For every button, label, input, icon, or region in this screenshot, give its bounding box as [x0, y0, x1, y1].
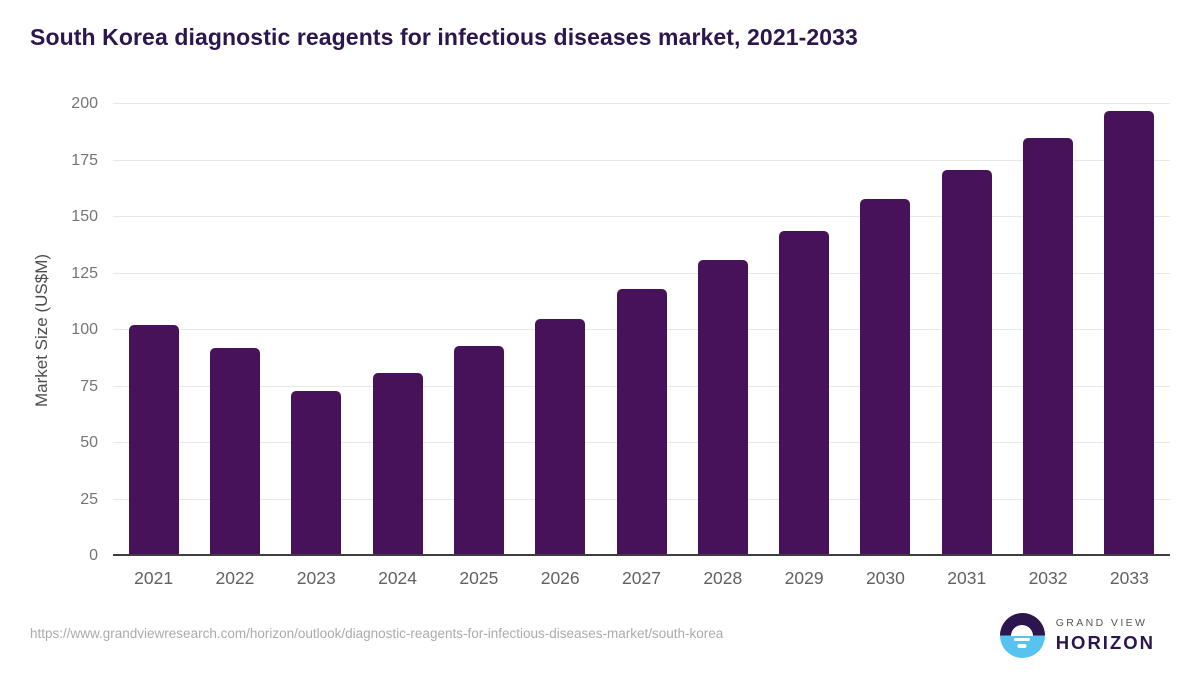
y-tick-label: 200 — [71, 95, 98, 112]
y-tick-label: 150 — [71, 208, 98, 225]
x-tick-label: 2030 — [865, 568, 905, 588]
plot-area — [113, 103, 1170, 556]
bar-2023[interactable] — [291, 391, 342, 556]
grand-view-horizon-logo-icon — [999, 613, 1045, 658]
bar-2026[interactable] — [535, 318, 586, 556]
sun-icon — [1011, 624, 1034, 636]
y-tick-label: 175 — [71, 151, 98, 169]
x-axis-line — [113, 554, 1170, 556]
bar-2025[interactable] — [453, 345, 504, 556]
brand-logo: GRAND VIEW HORIZON — [999, 613, 1155, 658]
bar-2021[interactable] — [128, 325, 179, 556]
x-tick-label: 2033 — [1109, 568, 1149, 588]
gridline — [113, 159, 1170, 161]
x-tick-label: 2024 — [378, 568, 418, 588]
y-axis-tick-labels: 0 25 50 75 100 125 150 175 200 — [0, 96, 98, 564]
bar-2024[interactable] — [372, 372, 423, 556]
gridline — [113, 216, 1170, 217]
x-tick-label: 2031 — [947, 568, 987, 588]
x-tick-label: 2023 — [296, 568, 336, 588]
chart-title: South Korea diagnostic reagents for infe… — [30, 24, 858, 50]
bar-2032[interactable] — [1023, 137, 1074, 556]
brand-name-bottom: HORIZON — [1055, 632, 1155, 653]
gridline — [113, 103, 1170, 104]
bar-2027[interactable] — [616, 289, 667, 556]
sun-reflection-icon — [1017, 644, 1027, 648]
x-tick-label: 2032 — [1028, 568, 1068, 588]
bar-2031[interactable] — [941, 169, 992, 556]
sun-reflection-icon — [1014, 637, 1031, 642]
x-tick-label: 2028 — [703, 568, 743, 588]
x-tick-label: 2022 — [215, 568, 255, 588]
x-tick-label: 2025 — [459, 568, 499, 588]
bar-2022[interactable] — [209, 348, 260, 556]
brand-text: GRAND VIEW HORIZON — [1056, 617, 1155, 654]
x-tick-label: 2026 — [540, 568, 580, 588]
bar-2029[interactable] — [779, 230, 830, 556]
y-tick-label: 125 — [71, 264, 98, 282]
x-axis-tick-labels: 2021 2022 2023 2024 2025 2026 2027 2028 2029 2030… — [113, 568, 1170, 594]
y-tick-label: 0 — [89, 547, 98, 564]
y-tick-label: 25 — [80, 490, 98, 508]
x-tick-label: 2029 — [784, 568, 824, 588]
source-url: https://www.grandviewresearch.com/horizo… — [30, 626, 724, 641]
y-tick-label: 50 — [80, 434, 98, 451]
x-tick-label: 2021 — [134, 568, 174, 588]
bar-2033[interactable] — [1104, 110, 1155, 556]
brand-name-top: GRAND VIEW — [1055, 617, 1148, 629]
gridline — [113, 272, 1170, 274]
bar-2028[interactable] — [697, 259, 748, 556]
y-tick-label: 100 — [71, 321, 98, 338]
x-tick-label: 2027 — [622, 568, 661, 588]
y-tick-label: 75 — [80, 377, 98, 395]
bar-2030[interactable] — [860, 198, 911, 556]
